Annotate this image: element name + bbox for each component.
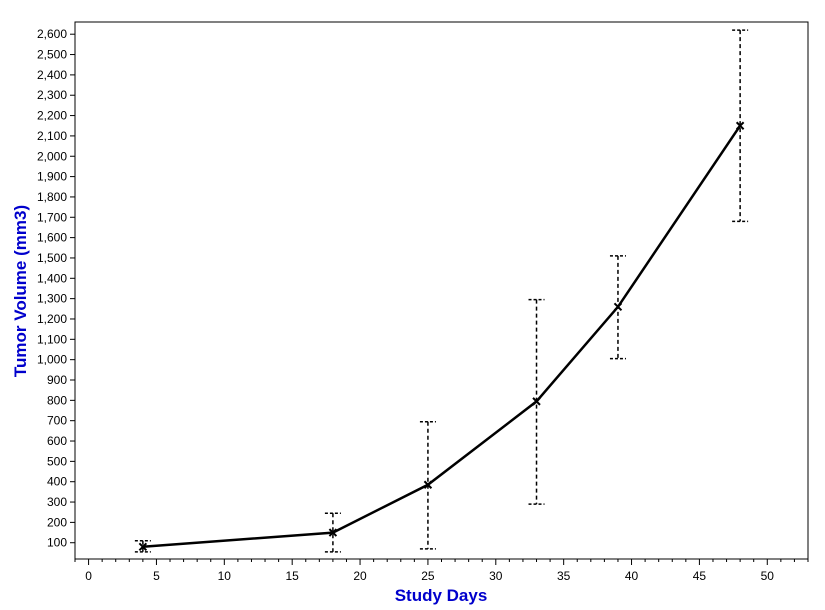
y-tick-label: 800 [47, 393, 67, 407]
y-tick-label: 1,800 [37, 190, 67, 204]
x-tick-label: 10 [218, 569, 232, 583]
plot-area: 1002003004005006007008009001,0001,1001,2… [37, 21, 809, 583]
y-tick-label: 1,200 [37, 312, 67, 326]
y-tick-label: 600 [47, 434, 67, 448]
x-tick-label: 45 [693, 569, 707, 583]
data-point [328, 528, 338, 537]
data-point [138, 542, 148, 552]
y-tick-label: 300 [47, 495, 67, 509]
y-tick-label: 700 [47, 414, 67, 428]
y-tick-label: 1,300 [37, 292, 67, 306]
y-tick-label: 1,900 [37, 170, 67, 184]
y-tick-label: 1,100 [37, 332, 67, 346]
x-tick-label: 25 [421, 569, 435, 583]
y-tick-label: 2,600 [37, 27, 67, 41]
x-tick-label: 40 [625, 569, 639, 583]
y-tick-label: 400 [47, 475, 67, 489]
x-tick-label: 50 [761, 569, 775, 583]
x-axis-title: Study Days [395, 586, 488, 605]
data-point [532, 397, 541, 406]
y-tick-label: 2,500 [37, 48, 67, 62]
series-line [142, 125, 742, 549]
x-tick-label: 20 [353, 569, 367, 583]
x-tick-label: 5 [153, 569, 160, 583]
x-tick-label: 15 [286, 569, 300, 583]
y-tick-label: 1,600 [37, 231, 67, 245]
y-tick-label: 2,300 [37, 88, 67, 102]
y-tick-label: 2,200 [37, 109, 67, 123]
data-point [423, 480, 433, 489]
y-tick-label: 1,700 [37, 210, 67, 224]
plot-frame [74, 21, 809, 560]
y-tick-label: 200 [47, 515, 67, 529]
y-tick-label: 1,000 [37, 353, 67, 367]
y-tick-label: 100 [47, 536, 67, 550]
y-axis-title: Tumor Volume (mm3) [11, 205, 30, 377]
y-tick-label: 2,400 [37, 68, 67, 82]
y-tick-label: 900 [47, 373, 67, 387]
x-tick-label: 0 [85, 569, 92, 583]
y-tick-label: 500 [47, 454, 67, 468]
y-tick-label: 1,400 [37, 271, 67, 285]
y-tick-label: 1,500 [37, 251, 67, 265]
data-point [735, 121, 745, 130]
y-tick-label: 2,000 [37, 149, 67, 163]
x-tick-label: 35 [557, 569, 571, 583]
x-tick-label: 30 [489, 569, 503, 583]
y-tick-label: 2,100 [37, 129, 67, 143]
data-point [613, 302, 623, 311]
